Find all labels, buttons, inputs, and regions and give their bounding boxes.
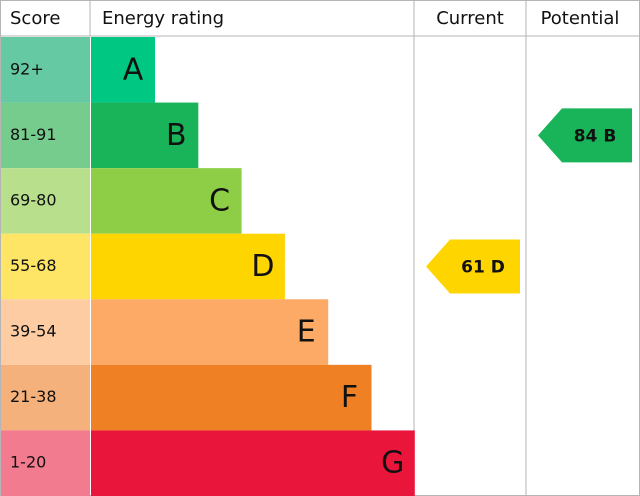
potential-arrow <box>538 108 632 163</box>
current-letter: D <box>491 257 505 277</box>
rating-bar <box>91 233 285 300</box>
rating-letter: E <box>297 315 316 350</box>
header-score: Score <box>10 8 60 29</box>
score-label: 21-38 <box>10 387 57 406</box>
score-cell <box>1 430 90 496</box>
score-cell <box>1 102 90 169</box>
current-label: 61 D <box>461 257 505 277</box>
rating-bar <box>91 364 372 431</box>
score-label: 55-68 <box>10 256 57 275</box>
potential-letter: B <box>603 126 616 146</box>
score-cell <box>1 233 90 300</box>
header-rating: Energy rating <box>102 8 224 29</box>
rating-bar <box>91 430 415 496</box>
potential-value: 84 <box>574 126 598 146</box>
score-cell <box>1 299 90 365</box>
rating-letter: B <box>166 118 187 153</box>
score-label: 92+ <box>10 59 44 78</box>
rating-bar <box>91 102 199 169</box>
score-label: 1-20 <box>10 453 46 472</box>
current-arrow <box>426 239 520 294</box>
current-value: 61 <box>461 257 485 277</box>
rating-letter: A <box>123 52 144 87</box>
rating-bar <box>91 299 329 365</box>
score-cell <box>1 37 90 103</box>
rating-bar <box>91 37 155 103</box>
header-current: Current <box>436 8 504 29</box>
rating-letter: G <box>381 446 404 481</box>
rating-bar <box>91 168 242 234</box>
header-potential: Potential <box>541 8 620 29</box>
score-label: 81-91 <box>10 125 57 144</box>
score-label: 69-80 <box>10 190 57 209</box>
score-cell <box>1 168 90 234</box>
rating-letter: D <box>251 249 274 284</box>
score-cell <box>1 364 90 431</box>
potential-label: 84 B <box>574 126 617 146</box>
rating-letter: F <box>341 380 358 415</box>
rating-letter: C <box>209 183 230 218</box>
score-label: 39-54 <box>10 322 57 341</box>
